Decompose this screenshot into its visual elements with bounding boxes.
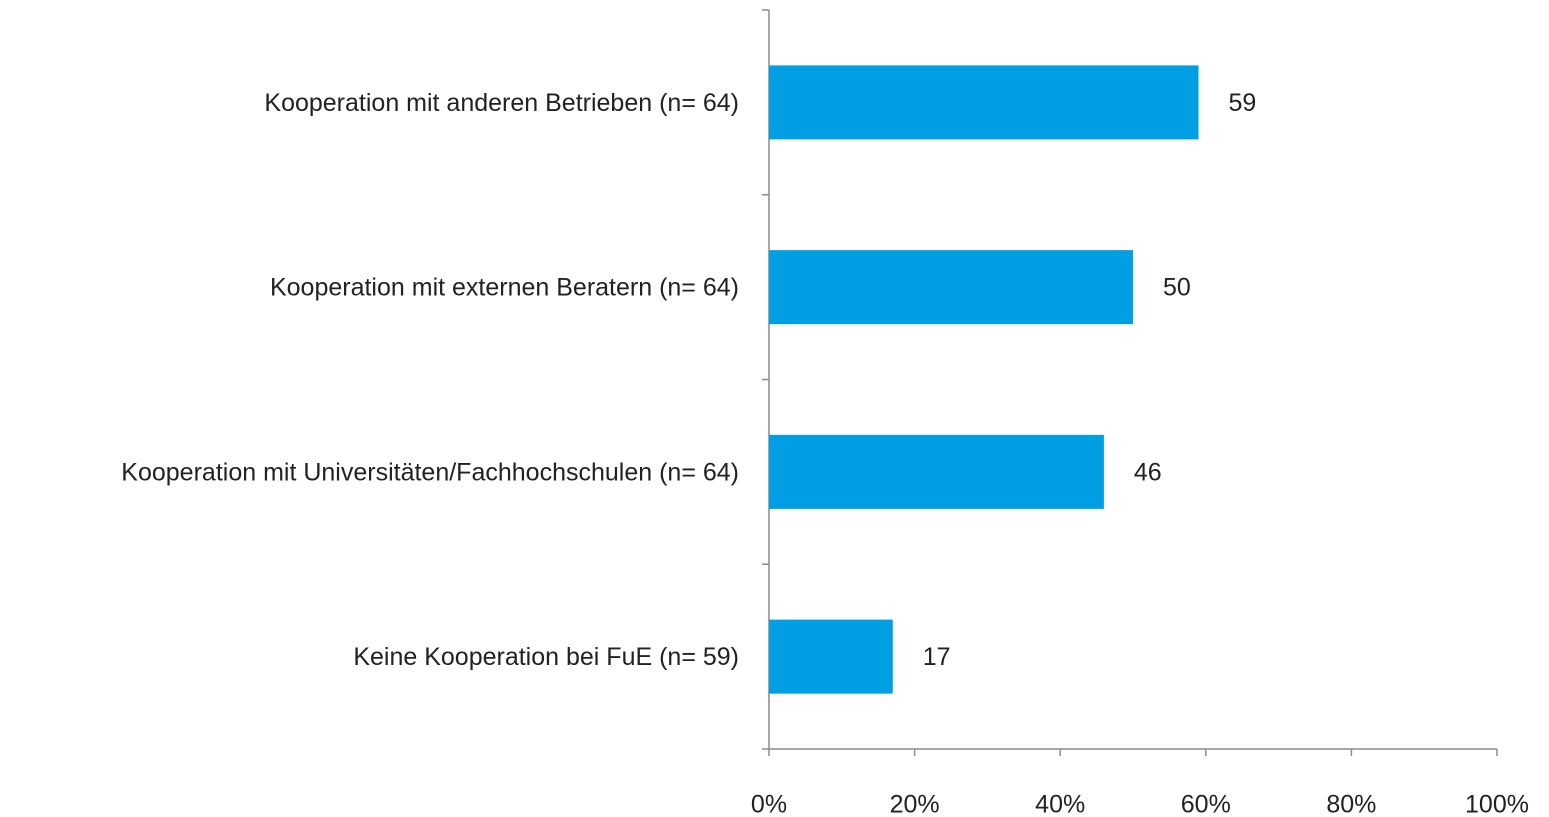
bar <box>769 65 1199 140</box>
y-tick-label: Kooperation mit Universitäten/Fachhochsc… <box>121 458 739 486</box>
y-tick-label: Kooperation mit externen Beratern (n= 64… <box>270 274 739 302</box>
data-label: 50 <box>1163 274 1191 302</box>
x-tick-label: 60% <box>1181 791 1231 817</box>
data-label: 17 <box>923 643 951 671</box>
data-label: 59 <box>1229 89 1257 117</box>
y-tick-label: Keine Kooperation bei FuE (n= 59) <box>353 643 739 671</box>
data-label: 46 <box>1134 458 1162 486</box>
x-tick-label: 100% <box>1465 791 1529 817</box>
bar <box>769 250 1133 325</box>
x-tick-label: 80% <box>1326 791 1376 817</box>
x-tick-label: 40% <box>1035 791 1085 817</box>
bar <box>769 434 1104 509</box>
y-tick-label: Kooperation mit anderen Betrieben (n= 64… <box>264 89 739 117</box>
x-tick-label: 20% <box>890 791 940 817</box>
x-tick-label: 0% <box>751 791 787 817</box>
bar <box>769 619 893 694</box>
